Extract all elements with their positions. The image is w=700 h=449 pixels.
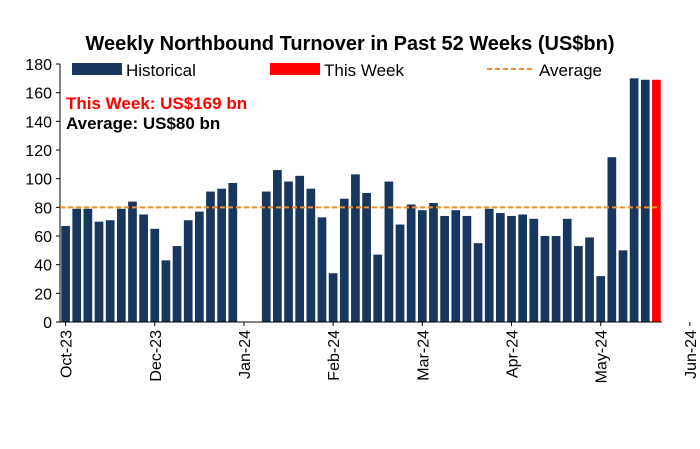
bar-historical [518,214,527,322]
bar-historical [116,208,126,322]
bar-historical [551,236,561,322]
y-tick-label: 100 [25,172,52,189]
bar-historical [306,188,316,322]
y-tick-label: 60 [34,229,52,246]
bar-historical [72,208,82,322]
bar-historical [183,220,193,322]
bar-historical [395,224,405,322]
bar-historical [429,203,438,322]
bar-historical [317,217,327,322]
x-tick-label: May-24 [594,330,611,383]
bar-historical [596,276,606,322]
bar-historical [529,218,539,322]
bar-historical [640,79,650,323]
legend-swatch-this-week [270,63,320,75]
bar-historical [150,228,160,322]
bar-historical [484,208,494,322]
legend-label-average: Average [539,61,602,80]
x-tick-label: Apr-24 [505,330,522,378]
y-tick-label: 0 [43,315,52,332]
legend-swatch-historical [72,63,122,75]
bar-historical [417,210,427,322]
bar-historical [473,243,483,322]
y-tick-label: 40 [34,258,52,275]
bar-this-week [652,79,661,323]
bar-historical [206,191,215,322]
bar-historical [139,214,148,322]
bar-historical [574,246,583,322]
bar-historical [105,220,115,322]
bars-group [61,78,661,323]
bar-historical [261,191,271,322]
y-tick-label: 80 [34,200,52,217]
x-tick-label: Feb-24 [326,330,343,381]
x-axis: Oct-23 Dec-23 Jan-24 Feb-24 Mar-24 Apr-24 May-… [59,321,700,383]
x-tick-label: Dec-23 [148,330,165,382]
bar-historical [339,198,349,322]
x-tick-label: Jan-24 [237,330,254,379]
bar-historical [351,174,360,322]
x-tick-label: Oct-23 [59,330,76,378]
bar-historical [128,201,137,322]
bar-historical [295,175,305,322]
bar-historical [328,273,338,322]
bar-historical [273,170,282,322]
bar-historical [451,210,461,322]
bar-historical [562,218,572,322]
bar-historical [496,213,505,322]
bar-historical [172,246,182,322]
bar-historical [618,250,628,322]
bar-historical [284,181,293,322]
annotation-average: Average: US$80 bn [66,114,220,133]
bar-historical [440,215,449,322]
bar-historical [362,193,371,322]
y-tick-label: 160 [25,86,52,103]
bar-historical [228,182,238,322]
legend-label-this-week: This Week [324,61,404,80]
x-tick-label: Mar-24 [415,330,432,381]
legend-label-historical: Historical [126,61,196,80]
legend: Historical This Week Average [72,61,602,80]
chart-title: Weekly Northbound Turnover in Past 52 We… [86,33,615,55]
y-tick-label: 20 [34,286,52,303]
bar-historical [94,221,104,322]
bar-historical [384,181,394,322]
bar-historical [540,236,550,322]
y-tick-label: 180 [25,57,52,74]
bar-historical [585,237,594,322]
bar-historical [61,225,70,322]
bar-historical [373,254,383,322]
annotation-this-week: This Week: US$169 bn [66,94,247,113]
bar-historical [462,215,472,322]
bar-historical [406,204,416,322]
x-tick-label: Jun-24 [683,330,700,379]
bar-historical [83,208,93,322]
bar-historical [607,157,617,322]
bar-historical [507,215,516,322]
y-tick-label: 120 [25,143,52,160]
bar-historical [195,211,204,322]
bar-historical [629,78,639,322]
y-tick-label: 140 [25,114,52,131]
bar-historical [217,188,226,322]
bar-historical [161,260,171,322]
y-axis: 0 20 40 60 80 100 120 140 160 180 [25,57,61,332]
